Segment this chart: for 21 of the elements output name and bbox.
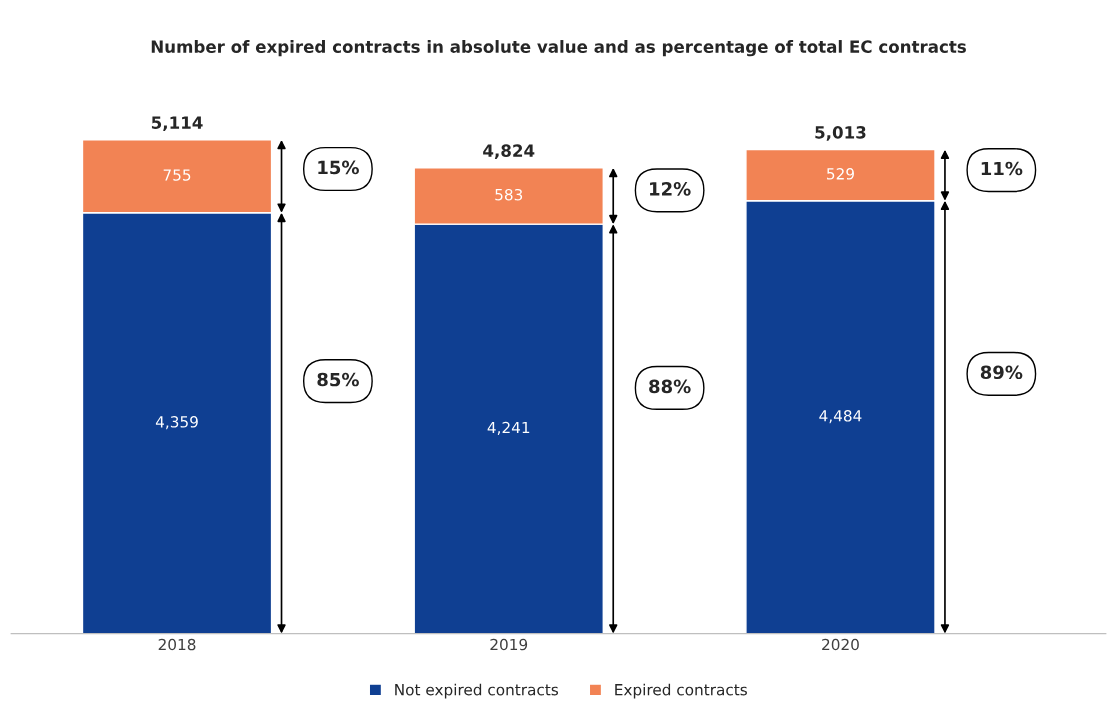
data-label: 4,241 xyxy=(487,421,530,435)
annotation: 11% xyxy=(981,161,1023,176)
annotation: 15% xyxy=(318,160,359,175)
data-label: 4,359 xyxy=(155,416,198,430)
legend-label: Expired contracts xyxy=(615,683,747,699)
legend-label: Not expired contracts xyxy=(395,683,559,699)
data-label: 583 xyxy=(495,188,523,201)
data-label: 755 xyxy=(163,169,191,181)
x-tick-label: 2018 xyxy=(158,638,196,651)
x-tick-label: 2019 xyxy=(490,638,528,651)
annotation: 85% xyxy=(317,372,359,387)
data-label: 529 xyxy=(827,168,854,180)
annotation: 89% xyxy=(980,365,1023,380)
annotation: 88% xyxy=(649,379,691,394)
data-label: 4,484 xyxy=(819,410,862,424)
annotation: 12% xyxy=(650,181,691,196)
x-tick-label: 2020 xyxy=(822,638,859,651)
total-label: 5,013 xyxy=(815,126,866,141)
chart-title: Number of expired contracts in absolute value and as percentage of total EC contracts xyxy=(151,40,966,57)
total-label: 4,824 xyxy=(483,144,535,160)
total-label: 5,114 xyxy=(151,116,203,132)
